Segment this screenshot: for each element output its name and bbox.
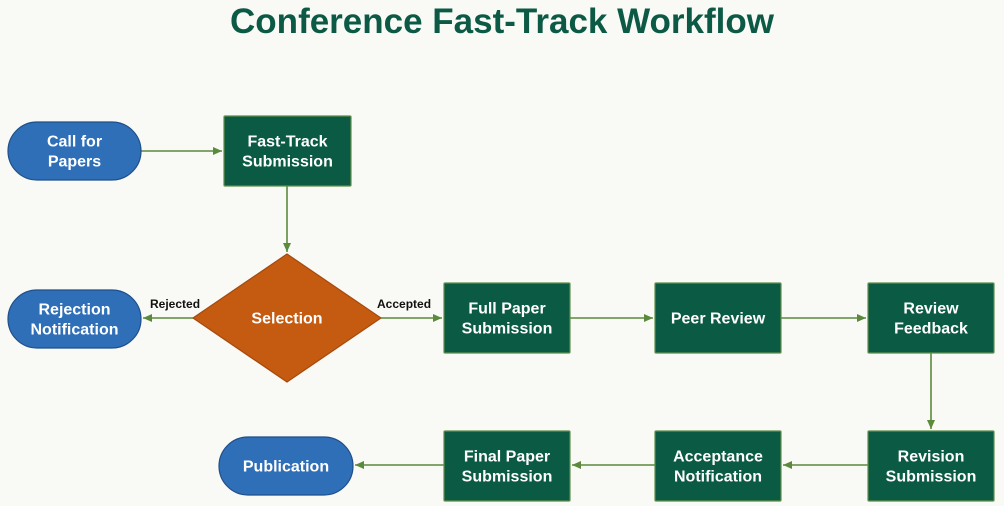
node-label-line: Publication	[243, 459, 329, 476]
node-label: Revision Submission	[886, 449, 977, 486]
node-label: Acceptance Notification	[673, 449, 763, 486]
node-label-line: Peer Review	[671, 311, 766, 328]
node-label: Peer Review	[671, 311, 766, 328]
node-rejection-notification[interactable]: Rejection Notification	[7, 289, 142, 349]
node-label-line: Papers	[48, 154, 101, 171]
node-label-line: Notification	[674, 469, 762, 486]
node-label-line: Feedback	[894, 321, 968, 338]
node-label: Selection	[251, 311, 322, 328]
node-final-paper-submission[interactable]: Final Paper Submission	[443, 430, 571, 502]
node-label-line: Review	[903, 301, 959, 318]
node-label: Review Feedback	[894, 301, 968, 338]
diagram-title: Conference Fast-Track Workflow	[230, 2, 774, 41]
node-label-line: Notification	[31, 322, 119, 339]
node-peer-review[interactable]: Peer Review	[654, 282, 782, 354]
node-label: Publication	[243, 459, 329, 476]
node-label: Rejection Notification	[31, 302, 119, 339]
node-label-line: Full Paper	[468, 301, 545, 318]
node-review-feedback[interactable]: Review Feedback	[867, 282, 995, 354]
node-label-line: Submission	[462, 469, 553, 486]
node-label: Call for Papers	[47, 134, 102, 171]
node-label-line: Submission	[886, 469, 977, 486]
node-label: Full Paper Submission	[462, 301, 553, 338]
node-label-line: Revision	[898, 449, 965, 466]
node-call-for-papers[interactable]: Call for Papers	[7, 121, 142, 181]
node-label-line: Selection	[251, 311, 322, 328]
edge-label-accepted: Accepted	[377, 297, 431, 311]
edge-label-rejected: Rejected	[150, 297, 200, 311]
node-label-line: Rejection	[38, 302, 110, 319]
node-label-line: Final Paper	[464, 449, 550, 466]
edges-layer	[141, 147, 935, 469]
node-full-paper-submission[interactable]: Full Paper Submission	[443, 282, 571, 354]
node-label-line: Call for	[47, 134, 102, 151]
node-publication[interactable]: Publication	[218, 436, 354, 496]
node-label-line: Fast-Track	[247, 134, 327, 151]
node-label: Final Paper Submission	[462, 449, 553, 486]
node-label: Fast-Track Submission	[242, 134, 333, 171]
node-selection[interactable]: Selection	[191, 253, 383, 383]
node-revision-submission[interactable]: Revision Submission	[867, 430, 995, 502]
node-label-line: Acceptance	[673, 449, 763, 466]
node-label-line: Submission	[242, 154, 333, 171]
node-acceptance-notification[interactable]: Acceptance Notification	[654, 430, 782, 502]
node-fast-track-submission[interactable]: Fast-Track Submission	[223, 115, 352, 187]
node-label-line: Submission	[462, 321, 553, 338]
